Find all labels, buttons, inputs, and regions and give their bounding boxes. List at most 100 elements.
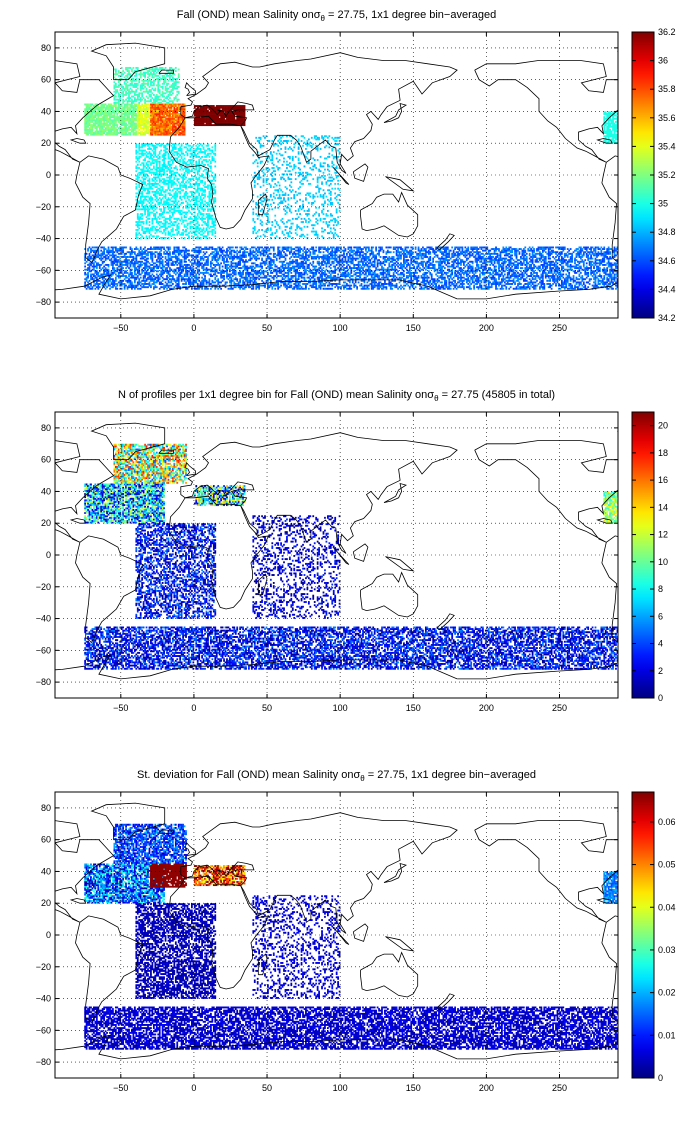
heatmap-cell [186,167,189,169]
heatmap-cell [180,202,183,204]
heatmap-cell [179,120,182,123]
heatmap-cell [329,202,332,204]
heatmap-cell [158,89,161,92]
heatmap-cell [183,124,186,127]
heatmap-cell [113,87,116,90]
heatmap-cell [167,143,170,146]
heatmap-cell [171,224,174,227]
heatmap-cell [173,147,176,150]
heatmap-cell [95,119,98,122]
heatmap-cell [136,236,139,239]
heatmap-cell [208,203,211,206]
heatmap-cell [167,217,170,220]
heatmap-cell [110,130,113,133]
heatmap-cell [101,284,104,287]
heatmap-cell [151,143,154,146]
heatmap-cell [274,225,277,228]
heatmap-cell [326,203,329,206]
heatmap-cell [163,229,165,231]
heatmap-cell [221,106,224,109]
heatmap-cell [179,113,182,115]
heatmap-cell [177,90,180,93]
heatmap-cell [205,224,208,227]
heatmap-cell [199,122,202,125]
heatmap-cell [202,116,205,119]
heatmap-cell [103,103,106,106]
heatmap-cell [95,246,98,249]
heatmap-cell [199,106,202,109]
heatmap-cell [328,184,331,187]
heatmap-cell [198,114,201,117]
heatmap-cell [136,222,139,225]
heatmap-cell [87,105,89,107]
heatmap-cell [199,217,202,220]
heatmap-cell [324,168,326,171]
heatmap-cell [236,116,239,119]
heatmap-cell [160,236,163,239]
heatmap-cell [147,211,149,214]
heatmap-cell [84,125,87,128]
heatmap-cell [151,202,154,204]
heatmap-cell [154,132,157,134]
heatmap-cell [214,186,217,189]
heatmap-cell [164,97,167,100]
heatmap-cell [154,128,157,131]
heatmap-cell [164,189,167,192]
heatmap-cell [167,181,170,184]
heatmap-cell [173,87,176,90]
heatmap-cell [313,163,316,166]
heatmap-cell [155,100,158,103]
heatmap-cell [211,182,214,185]
heatmap-cell [160,120,163,123]
heatmap-cell [109,278,111,281]
heatmap-cell [259,222,262,225]
heatmap-cell [116,251,119,254]
heatmap-cell [195,195,198,198]
heatmap-cell [177,200,180,203]
heatmap-cell [135,235,138,238]
heatmap-cell [145,124,148,127]
heatmap-cell [106,268,108,271]
heatmap-cell [290,173,293,176]
heatmap-cell [163,108,165,111]
heatmap-cell [132,101,135,104]
heatmap-cell [207,111,209,114]
heatmap-cell [337,187,339,190]
heatmap-cell [155,221,158,223]
heatmap-cell [167,154,170,157]
heatmap-cell [152,119,155,122]
heatmap-cell [112,279,114,282]
heatmap-cell [122,86,125,88]
heatmap-cell [104,128,107,131]
heatmap-cell [173,206,176,209]
heatmap-cell [164,194,167,196]
heatmap-cell [161,143,164,146]
heatmap-cell [291,236,294,239]
heatmap-cell [207,179,209,182]
heatmap-cell [337,182,339,185]
heatmap-cell [243,119,246,122]
heatmap-cell [199,157,202,160]
heatmap-cell [84,248,87,250]
heatmap-cell [154,119,157,122]
heatmap-cell [326,214,329,217]
heatmap-cell [280,219,282,222]
heatmap-cell [335,165,338,168]
heatmap-cell [196,111,199,114]
heatmap-cell [116,262,119,265]
heatmap-cell [101,128,104,131]
heatmap-cell [123,128,126,131]
heatmap-cell [151,74,154,77]
heatmap-cell [211,229,214,231]
heatmap-cell [157,116,160,119]
heatmap-cell [307,192,310,195]
heatmap-cell [325,222,328,225]
heatmap-cell [198,151,201,154]
heatmap-cell [142,133,145,136]
heatmap-cell [151,205,154,208]
heatmap-cell [179,192,182,195]
heatmap-cell [303,235,306,238]
heatmap-cell [97,119,100,122]
heatmap-cell [104,284,107,287]
heatmap-cell [227,114,230,117]
